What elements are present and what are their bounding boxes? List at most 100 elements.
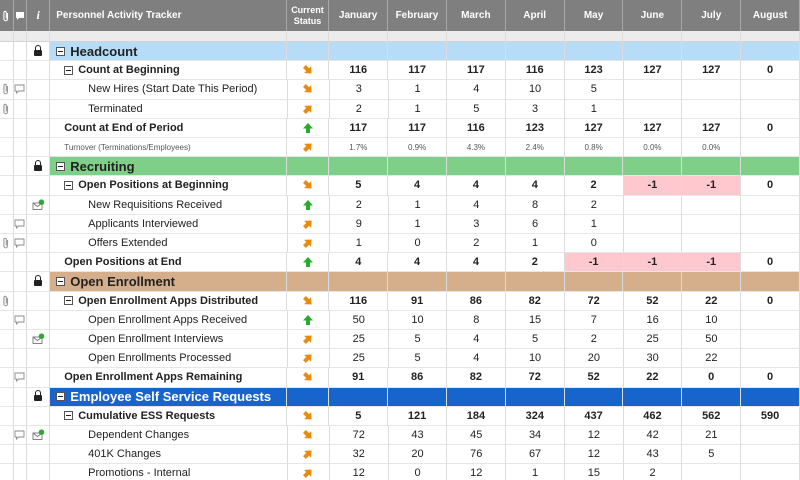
month-value-cell[interactable]: 10 [388, 310, 448, 330]
month-header-january[interactable]: January [329, 0, 389, 31]
month-value-cell[interactable]: 0 [741, 253, 800, 273]
month-value-cell[interactable]: 1.7% [329, 138, 389, 158]
info-cell[interactable] [27, 80, 51, 100]
info-cell[interactable] [27, 234, 51, 254]
month-value-cell[interactable]: 32 [329, 445, 389, 465]
month-value-cell[interactable]: 1 [388, 195, 448, 215]
month-value-cell[interactable] [682, 214, 742, 234]
primary-cell[interactable]: Open Enrollment Apps Distributed [50, 291, 287, 311]
month-value-cell[interactable]: 0 [389, 464, 448, 480]
comment-cell[interactable] [13, 214, 28, 234]
month-value-cell[interactable]: 0 [741, 176, 800, 196]
month-value-cell[interactable]: 1 [564, 99, 624, 119]
month-value-cell[interactable]: 50 [329, 310, 389, 330]
month-value-cell[interactable] [446, 387, 506, 407]
month-value-cell[interactable]: 562 [682, 406, 742, 426]
month-value-cell[interactable]: 0 [682, 368, 742, 388]
primary-column-header[interactable]: Personnel Activity Tracker [50, 0, 287, 31]
month-value-cell[interactable]: 10 [682, 310, 742, 330]
month-value-cell[interactable]: 34 [506, 426, 565, 446]
month-value-cell[interactable]: 123 [564, 61, 624, 81]
month-value-cell[interactable]: 0 [741, 368, 800, 388]
status-cell[interactable] [286, 61, 330, 81]
attachment-cell[interactable] [0, 234, 14, 254]
attachment-cell[interactable] [0, 157, 14, 177]
month-value-cell[interactable]: 127 [682, 61, 742, 81]
month-value-cell[interactable]: 127 [623, 118, 683, 138]
attachment-cell[interactable] [0, 42, 14, 62]
info-column-header[interactable]: i [27, 0, 51, 31]
month-value-cell[interactable]: 86 [447, 291, 506, 311]
month-value-cell[interactable]: 127 [564, 118, 624, 138]
collapse-toggle-icon[interactable] [64, 296, 74, 306]
month-value-cell[interactable] [505, 272, 565, 292]
month-value-cell[interactable] [623, 42, 683, 62]
month-value-cell[interactable]: 72 [564, 291, 624, 311]
month-value-cell[interactable]: 3 [329, 80, 389, 100]
month-value-cell[interactable]: 1 [388, 214, 448, 234]
month-value-cell[interactable]: 5 [329, 176, 389, 196]
comment-cell[interactable] [13, 291, 28, 311]
info-cell[interactable] [27, 176, 51, 196]
month-value-cell[interactable]: 5 [506, 330, 565, 350]
month-value-cell[interactable]: 117 [388, 118, 448, 138]
comment-cell[interactable] [13, 61, 28, 81]
month-value-cell[interactable]: -1 [623, 253, 683, 273]
comment-cell[interactable] [13, 118, 28, 138]
month-value-cell[interactable]: 127 [623, 61, 683, 81]
month-value-cell[interactable] [682, 272, 742, 292]
primary-cell[interactable]: Open Enrollment Interviews [50, 330, 288, 350]
month-value-cell[interactable]: 4 [447, 253, 506, 273]
comment-cell[interactable] [13, 234, 28, 254]
info-cell[interactable] [27, 272, 51, 292]
month-value-cell[interactable]: 2 [505, 253, 565, 273]
status-cell[interactable] [287, 445, 330, 465]
month-value-cell[interactable] [505, 387, 565, 407]
month-value-cell[interactable] [564, 387, 624, 407]
month-value-cell[interactable] [329, 272, 389, 292]
collapse-toggle-icon[interactable] [56, 392, 66, 402]
month-value-cell[interactable]: 2 [564, 330, 624, 350]
info-cell[interactable] [27, 445, 51, 465]
month-value-cell[interactable] [329, 157, 389, 177]
info-cell[interactable] [27, 214, 51, 234]
status-cell[interactable] [286, 406, 330, 426]
month-value-cell[interactable]: 4 [388, 176, 448, 196]
status-cell[interactable] [286, 368, 330, 388]
month-value-cell[interactable]: 0 [388, 234, 448, 254]
month-value-cell[interactable]: -1 [682, 176, 742, 196]
month-value-cell[interactable]: 2 [329, 195, 389, 215]
comment-cell[interactable] [13, 368, 28, 388]
month-value-cell[interactable]: 4 [505, 176, 565, 196]
month-value-cell[interactable] [329, 387, 389, 407]
info-cell[interactable] [27, 426, 51, 446]
info-cell[interactable] [27, 138, 51, 158]
month-value-cell[interactable] [741, 387, 800, 407]
month-value-cell[interactable]: 1 [329, 234, 389, 254]
status-cell[interactable] [287, 330, 330, 350]
status-cell[interactable] [287, 426, 330, 446]
month-value-cell[interactable] [741, 214, 800, 234]
primary-cell[interactable]: Count at Beginning [50, 61, 287, 81]
status-cell[interactable] [287, 80, 330, 100]
primary-cell[interactable]: New Requisitions Received [50, 195, 288, 215]
comment-column-header[interactable] [14, 0, 28, 31]
month-value-cell[interactable] [741, 310, 800, 330]
attachment-cell[interactable] [0, 253, 14, 273]
month-value-cell[interactable]: 5 [564, 80, 624, 100]
month-value-cell[interactable]: 10 [506, 349, 565, 369]
info-cell[interactable] [27, 61, 51, 81]
month-header-june[interactable]: June [623, 0, 683, 31]
info-cell[interactable] [27, 42, 51, 62]
month-value-cell[interactable] [446, 42, 506, 62]
month-value-cell[interactable]: 3 [506, 99, 565, 119]
month-value-cell[interactable]: 4 [329, 253, 389, 273]
month-value-cell[interactable] [623, 214, 683, 234]
attachment-cell[interactable] [0, 291, 14, 311]
month-value-cell[interactable]: 4 [447, 80, 507, 100]
month-value-cell[interactable]: 2 [564, 176, 624, 196]
month-value-cell[interactable]: 15 [506, 310, 565, 330]
month-value-cell[interactable]: 5 [682, 445, 742, 465]
attachment-cell[interactable] [0, 445, 14, 465]
month-value-cell[interactable]: -1 [564, 253, 624, 273]
